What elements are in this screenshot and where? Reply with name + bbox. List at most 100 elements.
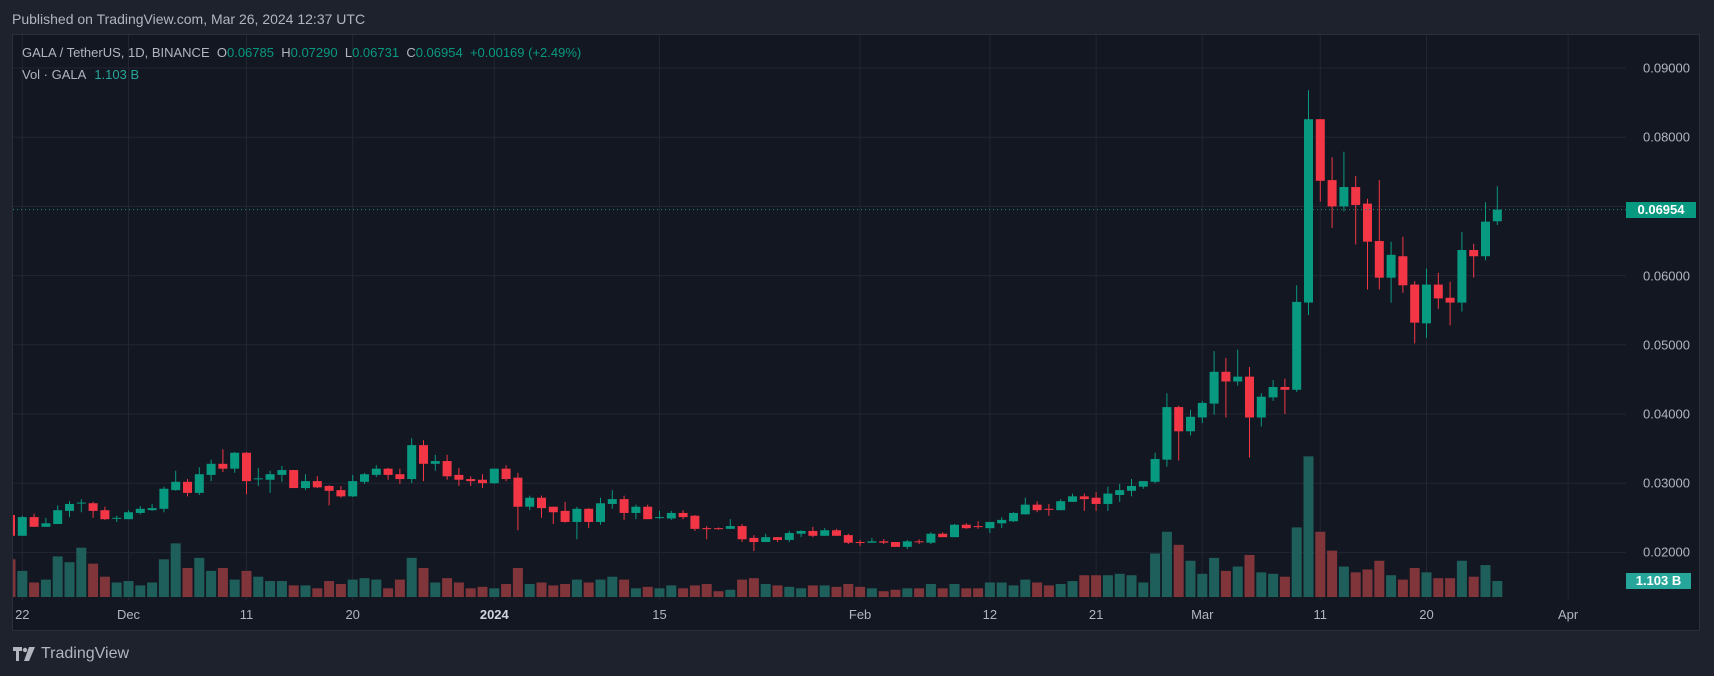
volume-bar: [1161, 531, 1172, 597]
candle-body: [902, 541, 912, 547]
candle-body: [88, 503, 98, 511]
candle: [230, 452, 240, 473]
volume-bar: [1114, 573, 1125, 597]
candle: [430, 454, 440, 471]
candle: [147, 503, 157, 511]
volume-bar: [359, 578, 370, 597]
candle-body: [666, 512, 676, 519]
candle: [572, 506, 582, 540]
candle: [159, 486, 169, 513]
candle-body: [242, 452, 251, 482]
candle-body: [714, 528, 723, 530]
volume-bar: [772, 585, 783, 597]
volume-bar: [170, 543, 181, 597]
volume-bar: [442, 578, 453, 597]
candle-body: [1315, 119, 1325, 181]
candle: [1339, 151, 1349, 212]
candle: [194, 467, 204, 495]
volume-bar: [1173, 544, 1184, 597]
candle-body: [29, 517, 39, 527]
candle-body: [1174, 407, 1184, 432]
candle-body: [478, 479, 487, 484]
time-tick-label: Feb: [848, 607, 872, 622]
candle: [124, 510, 133, 520]
time-tick-label: 20: [345, 607, 360, 622]
candle-body: [1044, 508, 1054, 510]
volume-bar: [335, 583, 346, 597]
candle: [171, 470, 181, 491]
candle-body: [289, 470, 299, 489]
candle: [607, 490, 617, 509]
candle: [360, 472, 369, 484]
candle: [997, 517, 1007, 529]
candle-body: [879, 541, 889, 543]
candle-body: [430, 461, 440, 464]
candle-body: [619, 499, 629, 513]
candle-body: [985, 521, 995, 529]
candle-body: [914, 541, 924, 543]
candle: [926, 532, 936, 545]
volume-legend[interactable]: Vol · GALA 1.103 B: [22, 67, 139, 82]
volume-bar: [666, 585, 677, 597]
candle-body: [1398, 256, 1408, 286]
candle: [1492, 186, 1502, 226]
candle: [855, 539, 865, 547]
candle-body: [796, 530, 806, 534]
candle: [1304, 90, 1313, 316]
chart-pane[interactable]: [12, 34, 1700, 631]
candle: [1197, 400, 1207, 423]
candle: [832, 528, 841, 536]
price-tick-label: 0.09000: [1643, 60, 1690, 76]
volume-bar: [347, 579, 358, 597]
volume-bar: [996, 582, 1007, 597]
volume-bar: [607, 576, 618, 597]
time-tick-label: Dec: [116, 607, 141, 622]
candle-body: [230, 452, 240, 469]
volume-bar: [477, 586, 488, 597]
candle-body: [820, 530, 830, 536]
candle: [112, 515, 122, 522]
candle: [312, 476, 322, 489]
candle: [242, 452, 251, 495]
open-label: O: [216, 45, 227, 60]
candle: [950, 524, 959, 538]
candle-body: [454, 474, 464, 480]
time-tick-label: 12: [982, 607, 998, 622]
candle: [29, 513, 39, 527]
candle: [1422, 268, 1431, 338]
symbol-legend[interactable]: GALA / TetherUS, 1D, BINANCE O0.06785 H0…: [22, 45, 581, 60]
volume-bar: [88, 563, 99, 597]
tradingview-logo[interactable]: TradingView: [13, 645, 129, 663]
candle: [773, 537, 782, 543]
volume-bar: [1456, 560, 1467, 597]
candle-body: [194, 474, 204, 493]
candle-body: [407, 445, 417, 480]
volume-bar: [489, 588, 500, 597]
candle: [1292, 285, 1302, 392]
volume-bar: [1279, 576, 1290, 597]
volume-bar: [937, 588, 948, 597]
candle-body: [301, 481, 310, 489]
candle-body: [1245, 376, 1254, 418]
candle: [725, 519, 735, 529]
volume-bar: [713, 591, 724, 597]
candle: [419, 440, 428, 482]
candle: [1233, 349, 1243, 386]
candle-body: [832, 530, 841, 536]
volume-bar: [501, 583, 512, 597]
candle: [631, 504, 641, 520]
candle-body: [466, 479, 476, 482]
volume-bar: [288, 585, 299, 597]
candle: [619, 495, 629, 520]
candle-body: [218, 463, 228, 469]
low-label: L: [344, 45, 353, 60]
candle: [65, 501, 74, 518]
candle: [1162, 393, 1172, 467]
candle: [324, 485, 334, 506]
volume-bar: [253, 576, 264, 597]
candle: [513, 472, 523, 531]
candle: [596, 497, 605, 525]
volume-bar: [40, 579, 51, 597]
candle-body: [1068, 496, 1077, 502]
